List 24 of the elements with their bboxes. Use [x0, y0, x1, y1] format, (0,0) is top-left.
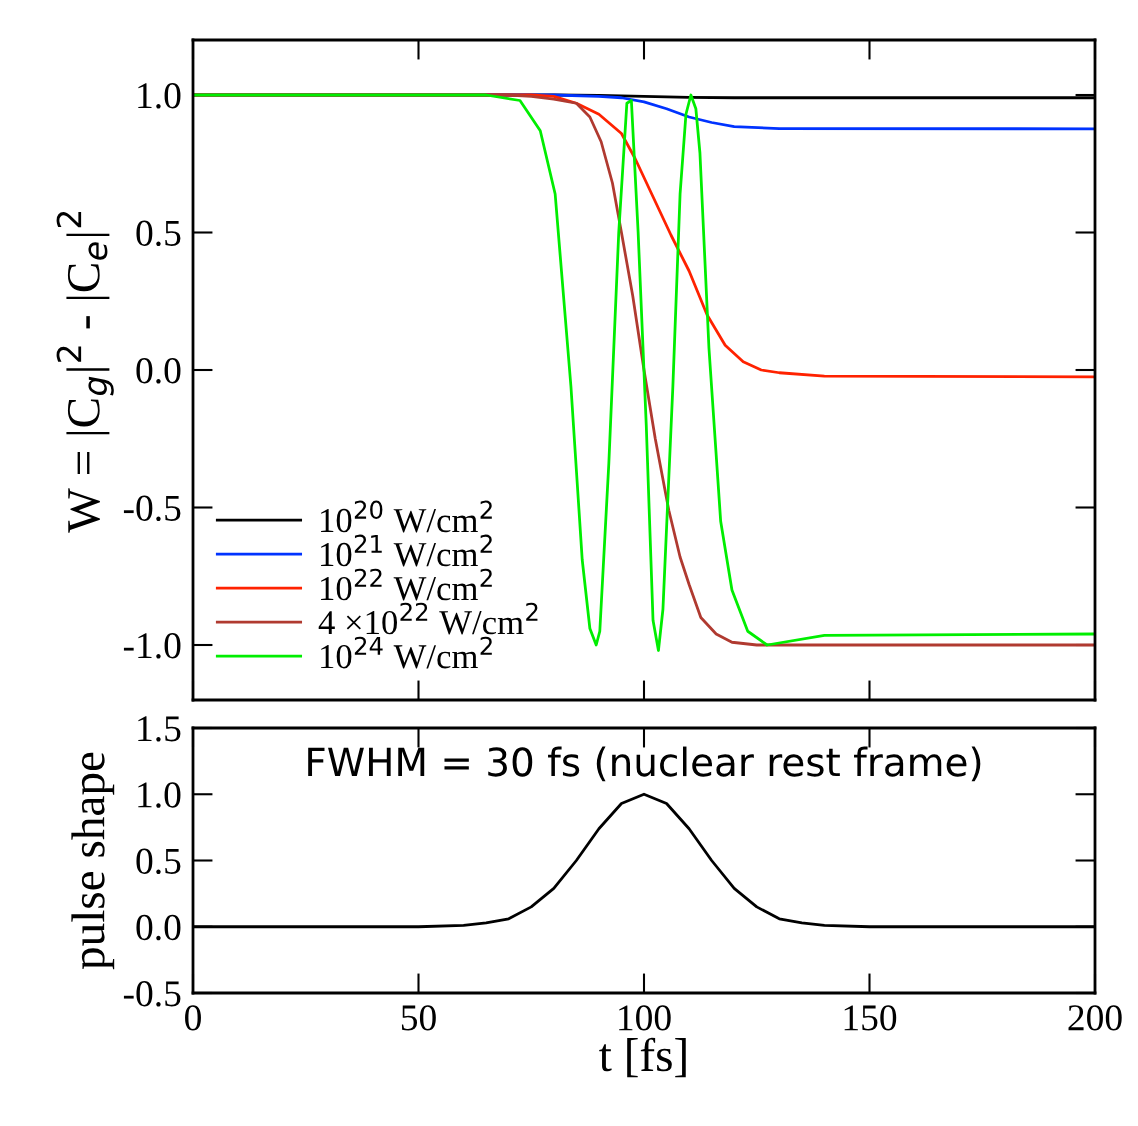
annotation: FWHM = 30 fs (nuclear rest frame) — [308, 746, 981, 782]
legend-label: 10$^{21}$ W/cm$^{2}$ — [321, 534, 492, 567]
y-tick-label: 0.0 — [136, 358, 181, 384]
y-tick-label: -0.5 — [123, 495, 181, 522]
x-tick-label: 50 — [401, 1005, 436, 1031]
y-tick-label: -1.0 — [123, 633, 181, 659]
y-tick-label: 1.0 — [138, 782, 181, 808]
x-tick-label: 100 — [619, 1005, 671, 1031]
y-tick-label: 1.5 — [138, 716, 181, 742]
legend-label: 10$^{22}$ W/cm$^{2}$ — [321, 568, 492, 601]
x-axis-title: t [fs] — [599, 1037, 686, 1078]
legend-label: 10$^{20}$ W/cm$^{2}$ — [321, 500, 492, 533]
legend-label: 4 ×10$^{22}$ W/cm$^{2}$ — [318, 602, 538, 635]
x-tick-label: 150 — [844, 1005, 897, 1031]
x-tick-label: 0 — [185, 1005, 201, 1031]
legend-label: 10$^{24}$ W/cm$^{2}$ — [321, 636, 492, 669]
y-tick-label: -0.5 — [123, 981, 181, 1007]
y-tick-label: 0.0 — [136, 914, 181, 941]
y-tick-label: 0.5 — [136, 220, 181, 247]
y-axis-title: W = |C$_{g}$|$^{2}$ - |C$_{e}$|$^{2}$ — [56, 211, 114, 533]
y-tick-label: 0.5 — [136, 848, 181, 875]
y-axis-title: pulse shape — [71, 752, 115, 970]
x-tick-label: 200 — [1068, 1005, 1122, 1031]
y-tick-label: 1.0 — [138, 83, 181, 109]
